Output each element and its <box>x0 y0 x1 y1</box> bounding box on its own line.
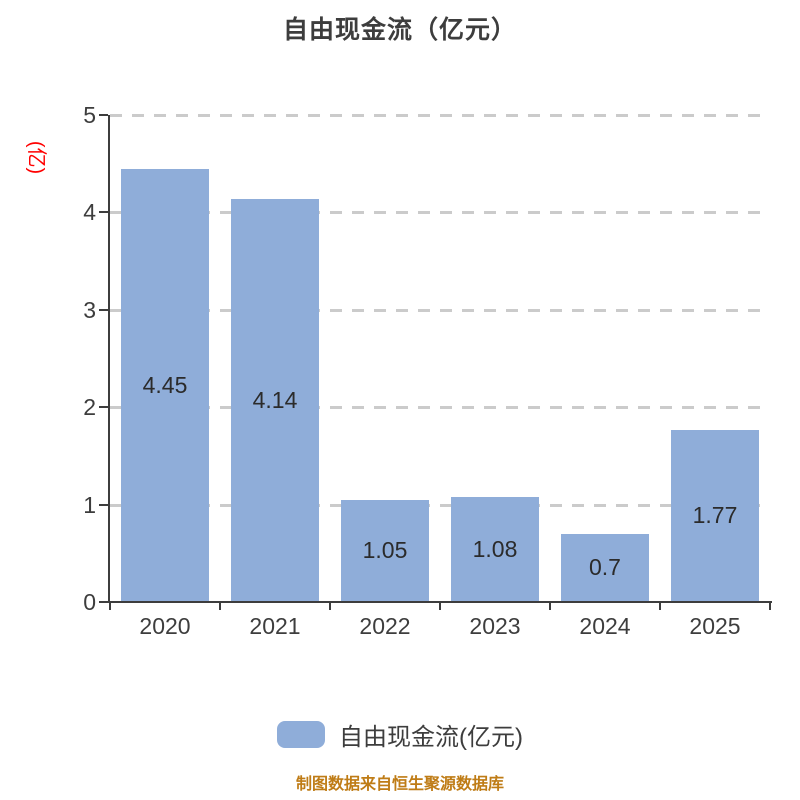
x-tick-label-2025: 2025 <box>689 613 741 639</box>
y-axis-unit-label: (亿) <box>25 140 48 175</box>
y-tick-label-2: 2 <box>83 394 96 421</box>
chart-title: 自由现金流（亿元） <box>282 16 517 44</box>
gridline-y-5 <box>110 114 770 117</box>
bar-2025: 1.77 <box>671 429 759 602</box>
x-tick-label-2022: 2022 <box>359 613 411 639</box>
y-tick-mark-1 <box>99 503 108 506</box>
y-tick-label-1: 1 <box>83 491 96 518</box>
x-tick-label-2023: 2023 <box>469 613 521 639</box>
y-tick-label-0: 0 <box>83 589 96 615</box>
y-tick-mark-2 <box>99 406 108 409</box>
bar-value-label-2023: 1.08 <box>472 535 518 562</box>
bar-value-label-2020: 4.45 <box>142 371 188 398</box>
y-tick-label-4: 4 <box>83 199 96 226</box>
bar-2023: 1.08 <box>451 496 539 602</box>
bar-value-label-2021: 4.14 <box>252 386 298 413</box>
x-tick-mark-0 <box>109 602 111 610</box>
legend-swatch-icon <box>277 720 325 748</box>
y-tick-mark-4 <box>99 211 108 214</box>
x-tick-mark-2 <box>329 602 331 610</box>
legend-label: 自由现金流(亿元) <box>339 723 523 751</box>
gridline-y-3 <box>110 308 770 312</box>
bar-2021: 4.14 <box>231 198 319 602</box>
gridline-y-4 <box>110 211 770 215</box>
bar-value-label-2024: 0.7 <box>589 554 621 581</box>
bar-2022: 1.05 <box>341 499 429 602</box>
y-axis-line <box>108 115 110 603</box>
bar-2020: 4.45 <box>121 168 209 602</box>
legend: 自由现金流(亿元) <box>0 719 800 751</box>
x-tick-mark-5 <box>659 602 661 610</box>
x-tick-label-2024: 2024 <box>579 613 631 639</box>
gridline-y-1 <box>110 503 770 507</box>
gridline-y-2 <box>110 406 770 410</box>
x-axis-line <box>108 601 772 603</box>
data-source-note: 制图数据来自恒生聚源数据库 <box>295 776 504 793</box>
y-tick-label-5: 5 <box>83 102 96 128</box>
x-tick-mark-3 <box>439 602 441 610</box>
y-tick-mark-5 <box>99 114 108 116</box>
x-tick-label-2020: 2020 <box>139 613 191 639</box>
y-tick-mark-0 <box>99 601 108 603</box>
x-tick-label-2021: 2021 <box>249 613 301 639</box>
bar-2024: 0.7 <box>561 533 649 602</box>
y-tick-mark-3 <box>99 308 108 311</box>
bar-value-label-2022: 1.05 <box>362 537 408 564</box>
bar-value-label-2025: 1.77 <box>692 502 738 529</box>
y-tick-label-3: 3 <box>83 296 96 323</box>
plot-area: 4.45 4.14 1.05 1.08 0.7 1.77 <box>110 114 770 602</box>
x-tick-mark-6 <box>769 602 771 610</box>
x-tick-mark-1 <box>219 602 221 610</box>
x-tick-mark-4 <box>549 602 551 610</box>
